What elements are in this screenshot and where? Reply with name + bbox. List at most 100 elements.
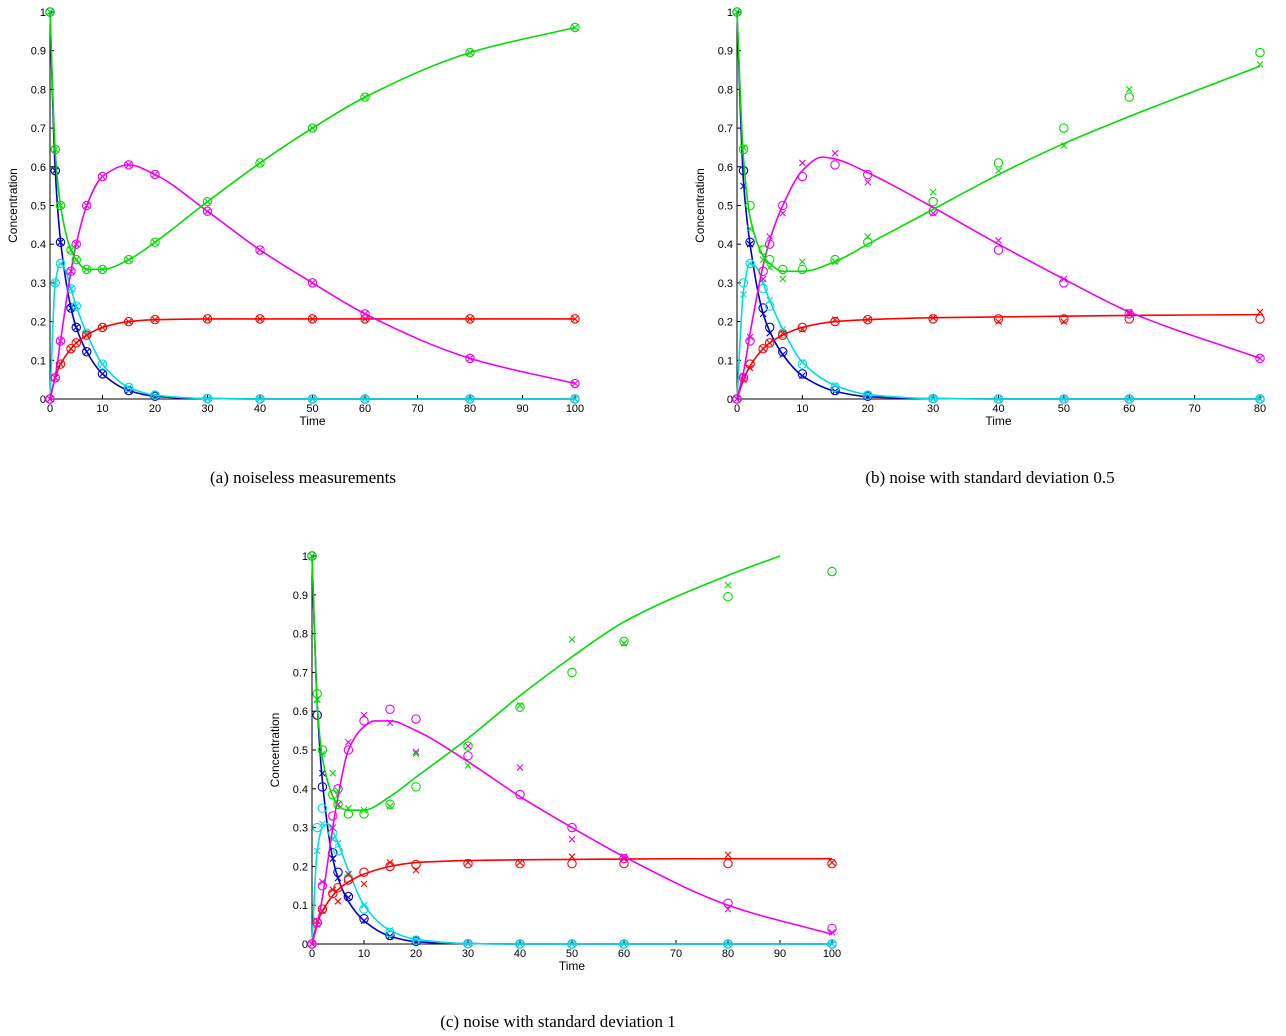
measured-point [385, 927, 395, 938]
estimated-point [99, 173, 106, 180]
series-fit-line [49, 318, 575, 400]
measured-point [202, 314, 213, 324]
measured-point [317, 904, 328, 914]
y-tick-label: 0.7 [293, 667, 308, 679]
estimated-point [319, 878, 326, 886]
estimated-point [464, 762, 472, 769]
measured-point [463, 938, 473, 949]
measured-point [723, 898, 733, 909]
measured-point [515, 858, 525, 869]
measured-point [567, 939, 577, 949]
measured-point [567, 858, 577, 869]
estimated-point [329, 855, 337, 863]
y-tick-label: 0.4 [718, 239, 733, 251]
estimated-point [995, 236, 1002, 244]
measured-point [71, 338, 82, 348]
estimated-point [360, 901, 368, 909]
estimated-point [1060, 142, 1068, 149]
estimated-point [360, 711, 368, 719]
estimated-point [1256, 308, 1264, 316]
measured-point [570, 314, 580, 324]
measured-point [359, 809, 369, 819]
y-tick-label: 0.4 [31, 239, 46, 251]
measured-point [764, 301, 775, 311]
estimated-point [1125, 86, 1133, 93]
estimated-point [759, 275, 767, 283]
estimated-point [72, 324, 80, 331]
x-tick-label: 50 [306, 403, 318, 415]
measured-point [97, 264, 108, 275]
measured-point [830, 316, 840, 327]
estimated-point [412, 935, 420, 943]
series-4 [307, 551, 837, 819]
estimated-point [759, 256, 767, 264]
estimated-point [412, 866, 420, 874]
estimated-point [334, 874, 342, 882]
estimated-point [466, 395, 474, 403]
measured-point [50, 372, 60, 383]
measured-point [55, 200, 66, 211]
measured-point [745, 200, 755, 211]
estimated-point [57, 337, 64, 345]
estimated-point [746, 240, 754, 248]
estimated-point [360, 880, 368, 888]
series-fit-line [736, 156, 1261, 400]
estimated-point [329, 769, 337, 777]
measured-point [830, 160, 840, 170]
estimated-point [125, 161, 133, 169]
y-tick-label: 0 [40, 394, 46, 406]
estimated-point [995, 318, 1002, 325]
measured-point [465, 314, 475, 324]
measured-point [312, 917, 322, 928]
measured-point [124, 316, 134, 327]
measured-point [827, 923, 837, 934]
measured-point [71, 322, 82, 333]
measured-point [797, 171, 808, 182]
series-fit-line [49, 11, 575, 400]
series-1 [45, 258, 580, 404]
estimated-point [345, 738, 352, 746]
measured-point [55, 237, 66, 248]
x-tick-label: 10 [96, 403, 108, 415]
measured-point [124, 160, 134, 170]
x-tick-label: 50 [566, 948, 578, 960]
estimated-point [733, 395, 741, 403]
estimated-point [759, 345, 767, 353]
estimated-point [798, 159, 806, 167]
estimated-point [57, 202, 64, 209]
estimated-point [740, 144, 747, 151]
measured-point [738, 278, 749, 288]
measured-point [993, 314, 1004, 324]
estimated-point [67, 267, 75, 275]
measured-point [45, 7, 55, 17]
estimated-point [345, 870, 352, 878]
measured-point [312, 822, 322, 833]
estimated-point [309, 395, 316, 403]
measured-point [202, 393, 213, 404]
x-tick-label: 70 [1189, 403, 1201, 415]
series-fit-line [736, 11, 1260, 400]
estimated-point [798, 358, 806, 366]
estimated-point [386, 719, 394, 727]
estimated-point [864, 316, 872, 324]
estimated-point [1256, 354, 1264, 362]
estimated-point [313, 696, 321, 703]
estimated-point [72, 240, 80, 248]
y-tick-label: 0.7 [31, 123, 46, 135]
x-tick-label: 90 [774, 948, 786, 960]
estimated-point [929, 314, 937, 322]
estimated-point [724, 940, 732, 948]
estimated-point [151, 171, 159, 178]
series-fit-line [736, 11, 1261, 273]
estimated-point [334, 787, 342, 795]
estimated-point [204, 198, 211, 206]
x-tick-label: 90 [516, 403, 528, 415]
caption-c: (c) noise with standard deviation 1 [440, 1012, 676, 1031]
x-tick-label: 60 [1123, 403, 1135, 415]
estimated-point [125, 384, 133, 391]
y-tick-label: 0.5 [31, 201, 46, 213]
measured-point [619, 636, 629, 647]
estimated-point [1125, 308, 1133, 316]
measured-point [333, 846, 343, 856]
measured-point [150, 237, 160, 248]
